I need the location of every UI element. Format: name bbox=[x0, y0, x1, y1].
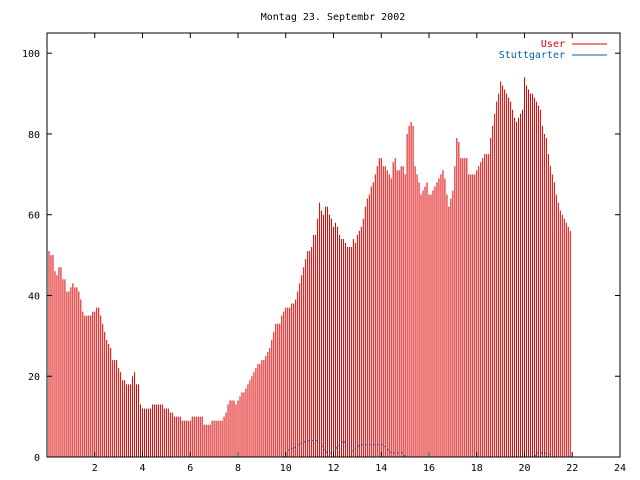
x-tick-label: 4 bbox=[139, 463, 145, 474]
y-tick-label: 100 bbox=[22, 49, 40, 60]
user-bars bbox=[46, 77, 571, 457]
y-tick-label: 60 bbox=[28, 211, 40, 222]
stuttgarter-lines bbox=[47, 440, 571, 458]
y-tick-label: 40 bbox=[28, 291, 40, 302]
x-tick-label: 22 bbox=[566, 463, 578, 474]
x-tick-label: 24 bbox=[614, 463, 626, 474]
legend-label: User bbox=[541, 39, 565, 50]
stuttgarter-series-line bbox=[47, 440, 571, 458]
x-tick-label: 18 bbox=[471, 463, 483, 474]
x-tick-label: 14 bbox=[375, 463, 387, 474]
chart-title: Montag 23. Septembr 2002 bbox=[261, 12, 406, 23]
x-tick-label: 6 bbox=[187, 463, 193, 474]
x-tick-label: 16 bbox=[423, 463, 435, 474]
x-tick-label: 8 bbox=[235, 463, 241, 474]
x-tick-label: 20 bbox=[518, 463, 530, 474]
legend-label: Stuttgarter bbox=[499, 50, 565, 61]
y-tick-label: 80 bbox=[28, 130, 40, 141]
x-tick-label: 2 bbox=[92, 463, 98, 474]
x-tick-label: 10 bbox=[280, 463, 292, 474]
x-tick-label: 12 bbox=[327, 463, 339, 474]
y-tick-label: 0 bbox=[34, 453, 40, 464]
y-tick-label: 20 bbox=[28, 372, 40, 383]
